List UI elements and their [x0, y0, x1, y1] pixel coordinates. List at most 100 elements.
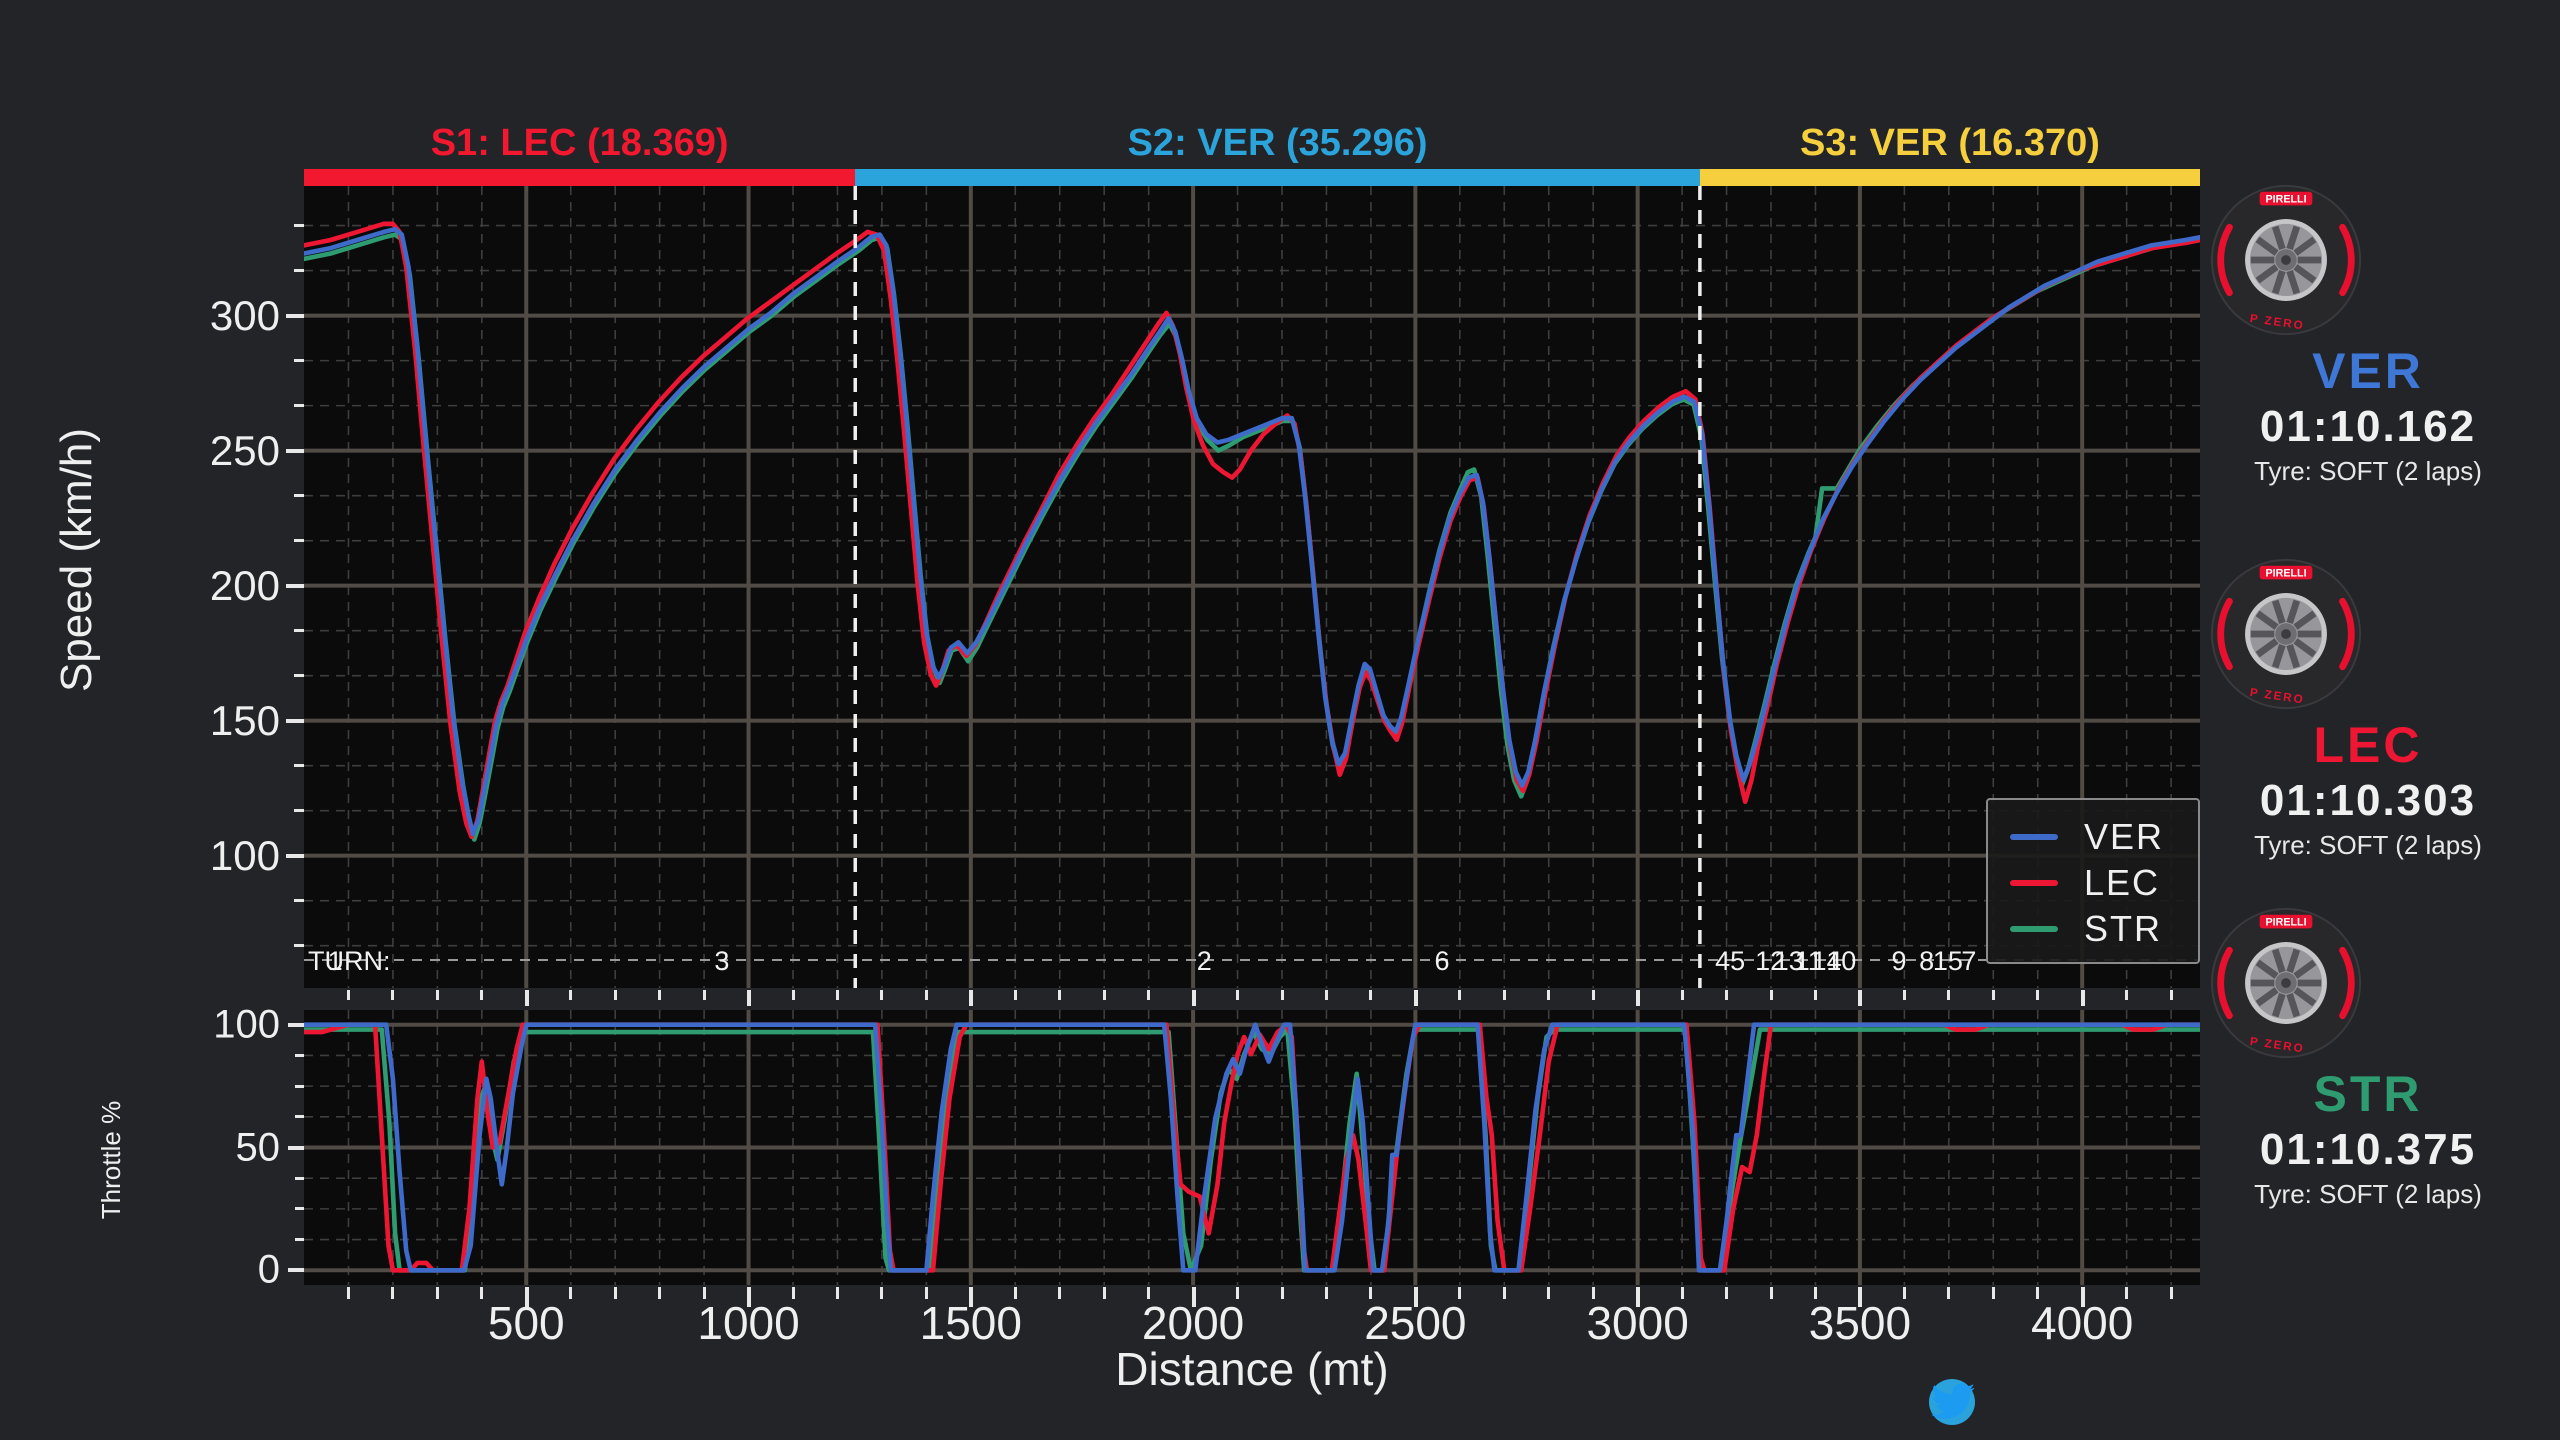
soft-tyre-icon: PIRELLI P ZERO — [2210, 907, 2362, 1059]
axis-tick — [1991, 1287, 1995, 1299]
axis-tick — [924, 990, 928, 1000]
axis-tick — [294, 224, 304, 228]
axis-tick — [1680, 1287, 1684, 1299]
svg-text:PIRELLI: PIRELLI — [2265, 193, 2306, 205]
sector-bar-segment-s1 — [304, 169, 856, 186]
axis-tick — [880, 1287, 884, 1299]
axis-tick — [294, 404, 304, 408]
axis-tick — [1413, 990, 1418, 1006]
sector-bar-segment-s2 — [855, 169, 1700, 186]
axis-tick — [480, 990, 484, 1000]
axis-tick — [1591, 990, 1595, 1000]
tyre-image-wrap: PIRELLI P ZERO — [2210, 905, 2446, 1061]
turn-marker-10: 10 — [1826, 946, 1857, 976]
axis-tick — [1858, 990, 1863, 1006]
axis-tick — [613, 990, 617, 1000]
axis-tick — [1280, 990, 1284, 1000]
axis-tick — [294, 944, 304, 948]
axis-tick — [294, 764, 304, 768]
turn-marker-45: 45 — [1715, 946, 1746, 976]
axis-tick — [1636, 990, 1641, 1006]
driver-card-ver: PIRELLI P ZERO VER 01:10.162 Tyre: SOFT (2… — [2208, 182, 2528, 487]
axis-tick — [295, 1084, 304, 1088]
speed-tick-label: 250 — [209, 426, 280, 474]
trace-ver — [304, 1022, 2200, 1273]
speed-tick-label: 300 — [209, 291, 280, 339]
axis-tick — [969, 990, 974, 1006]
turn-marker-14: 14 — [1811, 946, 1842, 976]
footer-social — [1928, 1378, 2062, 1426]
axis-tick — [1725, 990, 1729, 1000]
axis-tick — [1058, 990, 1062, 1000]
axis-tick — [294, 629, 304, 633]
axis-tick — [613, 1287, 617, 1299]
axis-tick — [1191, 1287, 1196, 1307]
turn-marker-9: 9 — [1891, 946, 1907, 976]
axis-tick — [391, 1287, 395, 1299]
axis-tick — [1591, 1287, 1595, 1299]
driver-laptime: 01:10.303 — [2259, 776, 2477, 825]
axis-tick — [1991, 990, 1995, 1000]
axis-tick — [1636, 1287, 1641, 1307]
axis-tick — [286, 583, 304, 588]
legend-item-ver: VER — [2010, 814, 2198, 860]
driver-tyre-info: Tyre: SOFT (2 laps) — [2254, 1179, 2482, 1209]
speed-axis-label: Speed (km/h) — [52, 427, 101, 693]
axis-tick — [1147, 990, 1151, 1000]
tyre-image-wrap: PIRELLI P ZERO — [2210, 556, 2446, 712]
axis-tick — [435, 1287, 439, 1299]
sector-label-s1: S1: LEC (18.369) — [430, 122, 729, 164]
axis-tick — [1680, 990, 1684, 1000]
axis-tick — [346, 1287, 350, 1299]
legend-item-lec: LEC — [2010, 860, 2198, 906]
trace-str — [304, 1027, 2200, 1273]
legend-label: LEC — [2084, 862, 2161, 903]
axis-tick — [1769, 1287, 1773, 1299]
distance-tick-label: 1500 — [919, 1297, 1022, 1349]
svg-text:PIRELLI: PIRELLI — [2265, 567, 2306, 579]
axis-tick — [294, 494, 304, 498]
axis-tick — [1191, 990, 1196, 1006]
axis-tick — [1947, 990, 1951, 1000]
axis-tick — [286, 313, 304, 318]
axis-tick — [295, 1053, 304, 1057]
axis-tick — [1013, 1287, 1017, 1299]
axis-tick — [569, 1287, 573, 1299]
axis-tick — [286, 718, 304, 723]
axis-tick — [391, 990, 395, 1000]
turn-marker-13: 13 — [1773, 946, 1804, 976]
distance-tick-label: 2000 — [1141, 1297, 1245, 1349]
trace-ver — [304, 226, 2200, 837]
axis-tick — [2036, 1287, 2040, 1299]
axis-tick — [1369, 990, 1373, 1000]
turn-prefix-label: TURN: — [308, 946, 391, 976]
axis-tick — [1813, 1287, 1817, 1299]
axis-tick — [295, 1176, 304, 1180]
svg-text:PIRELLI: PIRELLI — [2265, 916, 2306, 928]
axis-tick — [1413, 1287, 1418, 1307]
axis-tick — [1324, 1287, 1328, 1299]
driver-panel: PIRELLI P ZERO VER 01:10.162 Tyre: SOFT (2… — [2204, 0, 2560, 1440]
axis-tick — [288, 1022, 304, 1027]
axis-tick — [288, 1145, 304, 1150]
axis-tick — [2125, 1287, 2129, 1299]
axis-tick — [295, 1115, 304, 1119]
driver-card-str: PIRELLI P ZERO STR 01:10.375 Tyre: SOFT (2… — [2208, 905, 2528, 1210]
turn-marker-8: 8 — [1919, 946, 1935, 976]
axis-tick — [658, 990, 662, 1000]
axis-tick — [1236, 990, 1240, 1000]
axis-tick — [791, 1287, 795, 1299]
axis-tick — [2080, 1287, 2085, 1307]
throttle-chart — [304, 1010, 2200, 1285]
axis-tick — [294, 899, 304, 903]
twitter-icon — [1931, 1378, 2048, 1426]
sector-label-s2: S2: VER (35.296) — [1127, 122, 1428, 164]
distance-tick-label: 500 — [487, 1297, 565, 1349]
axis-tick — [294, 269, 304, 273]
axis-tick — [1058, 1287, 1062, 1299]
axis-tick — [1280, 1287, 1284, 1299]
turn-marker-1: 1 — [327, 946, 343, 976]
axis-tick — [1769, 990, 1773, 1000]
axis-tick — [435, 990, 439, 1000]
